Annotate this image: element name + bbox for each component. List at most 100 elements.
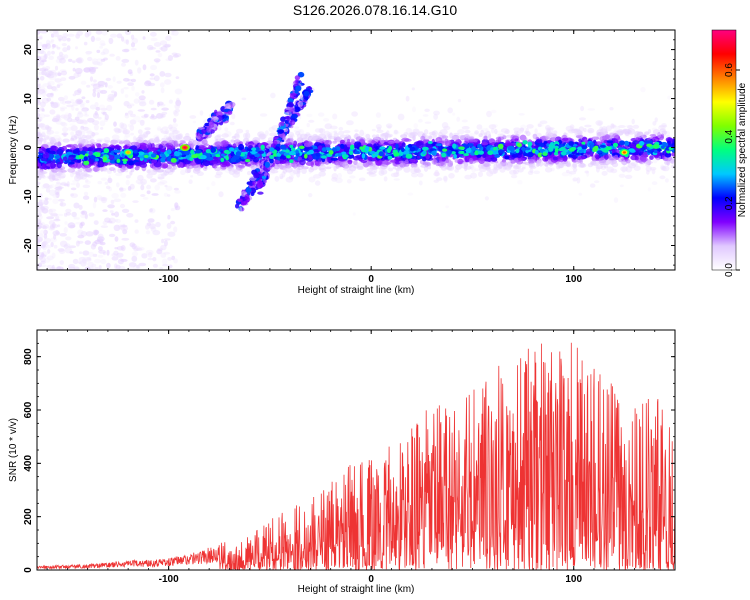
spectrogram-cell [113,198,122,203]
spectrogram-cell [297,165,304,171]
spectrogram-cell [48,220,55,226]
spectrogram-cell [91,132,95,137]
spectrogram-cell [618,156,624,163]
spectrogram-cell [417,172,424,178]
spectrogram-cell [56,115,61,119]
spectrogram-cell [342,162,346,168]
spectrogram-cell [62,138,70,143]
spectrogram-cell [70,193,74,197]
spectrogram-cell [289,150,296,156]
spectrogram-cell [144,127,151,131]
spectrogram-cell [133,135,137,141]
spectrogram-cell [375,124,382,130]
spectrogram-cell [329,162,336,168]
spectrogram-cell [37,88,40,95]
spectrogram-cell [660,145,665,150]
spectrogram-cell [258,150,265,155]
spectrogram-cell [252,157,259,163]
spectrogram-cell [79,119,88,124]
spectrogram-cell [586,170,590,177]
spectrogram-cell [37,139,43,145]
spectrogram-cell [68,245,77,249]
spectrogram-cell [107,204,115,209]
spectrogram-cell [456,116,461,122]
spectrogram-cell [192,168,201,174]
spectrogram-cell [90,35,95,43]
spectrogram-cell [122,145,130,149]
spectrogram-cell [162,263,169,267]
spectrogram-cell [405,153,413,159]
spectrogram-cell [67,117,73,123]
spectrogram-cell [43,237,51,244]
spectrogram-cell [527,151,534,158]
spectrogram-cell [96,139,102,143]
spectrogram-cell [566,169,570,174]
spectrogram-cell [194,149,202,154]
spectrogram-cell [51,224,59,229]
spectrogram-cell [70,182,76,186]
spectrogram-cell [43,229,48,235]
spectrogram-cell [167,144,172,151]
spectrogram-cell [62,100,66,105]
spectrogram-cell [448,173,455,179]
spectrogram-cell [402,150,410,155]
spectrogram-cell [230,139,235,143]
spectrogram-cell [515,148,520,154]
spectrogram-cell [492,168,499,174]
spectrogram-cell [37,112,41,118]
spectrogram-cell [37,232,40,238]
spectrogram-cell [37,206,40,212]
spectrogram-cell [54,78,62,83]
spectrogram-cell [139,119,145,126]
spectrogram-cell [63,133,67,137]
spectrogram-cell [557,162,564,169]
spectrogram-cell [145,130,151,135]
spectrogram-cell [100,126,104,130]
spectrogram-cell [124,113,130,119]
spectrogram-cell [138,98,146,104]
spectrogram-cell [537,152,543,158]
spectrogram-cell [264,171,268,177]
spectrogram-cell [447,162,453,168]
spectrogram-cell [371,134,377,139]
spectrogram-cell [238,143,245,151]
spectrogram-cell [131,85,135,92]
spectrogram-cell [84,111,88,116]
spectrogram-cell [134,219,139,223]
spectrogram-cell [111,90,115,94]
spectrogram-cell [148,99,155,105]
spectrogram-cell [487,150,494,155]
spectrogram-cell [99,40,106,47]
spectrogram-cell [174,152,180,157]
spectrogram-cell [519,128,525,131]
spectrogram-cell [395,168,400,175]
spectrogram-cell [51,86,57,91]
spectrogram-cell [483,135,488,141]
spectrogram-cell [80,125,85,130]
spectrogram-cell [443,175,448,182]
spectrogram-cell [560,146,566,151]
spectrogram-cell [86,174,93,178]
spectrogram-cell [111,193,119,199]
spectrogram-cell [42,175,46,179]
spectrogram-cell [174,103,180,110]
spectrogram-cell [72,60,76,64]
spectrogram-cell [625,165,633,173]
spectrogram-cell [130,78,137,83]
spectrogram-cell [224,127,229,132]
spectrogram-cell [368,170,376,175]
spectrogram-cell [478,133,483,138]
spectrogram-cell [115,264,121,270]
spectrogram-cell [96,49,101,54]
spectrogram-cell [81,108,87,113]
spectrogram-cell [296,170,301,178]
spectrogram-cell [57,248,65,252]
spectrogram-cell [572,177,578,182]
spectrogram-cell [622,151,627,154]
spectrogram-cell [59,169,67,173]
spectrogram-cell [544,156,549,162]
spectrogram-cell [133,149,138,154]
spectrogram-cell [213,163,218,169]
spectrogram-cell [143,157,148,163]
spectrogram-cell [62,33,68,38]
